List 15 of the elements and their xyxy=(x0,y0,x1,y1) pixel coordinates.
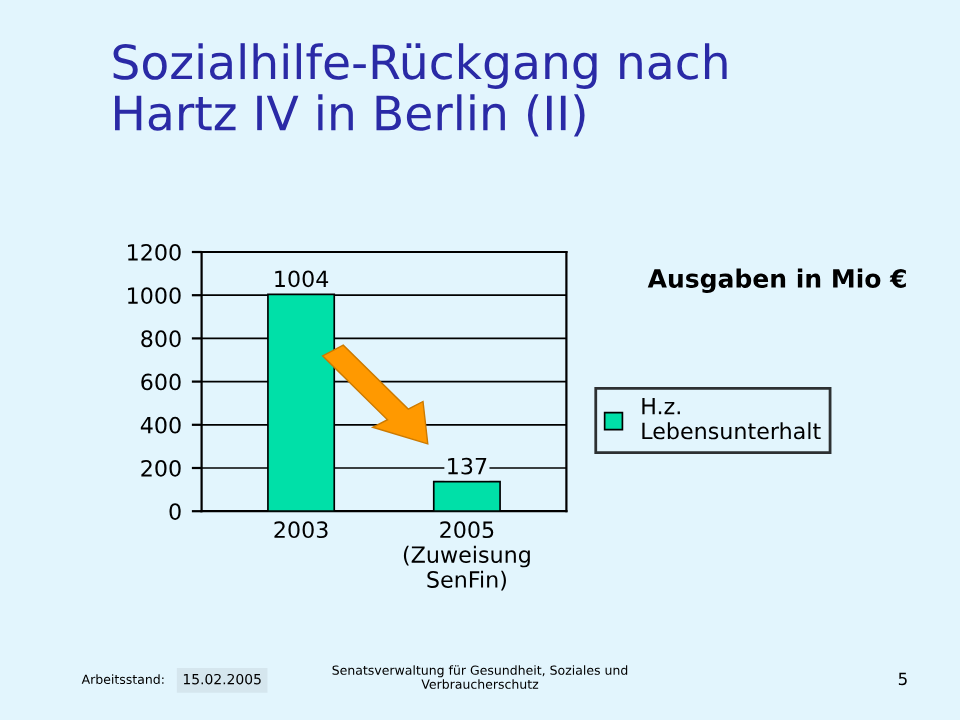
legend-label: H.z. Lebensunterhalt xyxy=(642,397,821,440)
text: 5 xyxy=(898,672,907,686)
y-tick-label: 1000 xyxy=(128,287,181,304)
y-tick-label: 800 xyxy=(141,330,181,348)
x-tick-label: 2005 (Zuweisung SenFin) xyxy=(403,521,530,591)
y-tick-label: 600 xyxy=(141,373,181,391)
y-tick-label: 1200 xyxy=(128,243,181,261)
y-tick-label: 400 xyxy=(140,416,181,434)
data-label: 137 xyxy=(448,457,487,475)
y-tick-label: 200 xyxy=(141,459,181,477)
y-tick-label: 0 xyxy=(169,503,181,520)
data-label: 1004 xyxy=(275,270,329,288)
text: Ausgaben in Mio € xyxy=(647,268,906,293)
x-tick-label: 2003 xyxy=(274,521,328,539)
chart-title: Sozialhilfe-Rückgang nach Hartz IV in Berlin (II) xyxy=(113,43,727,137)
